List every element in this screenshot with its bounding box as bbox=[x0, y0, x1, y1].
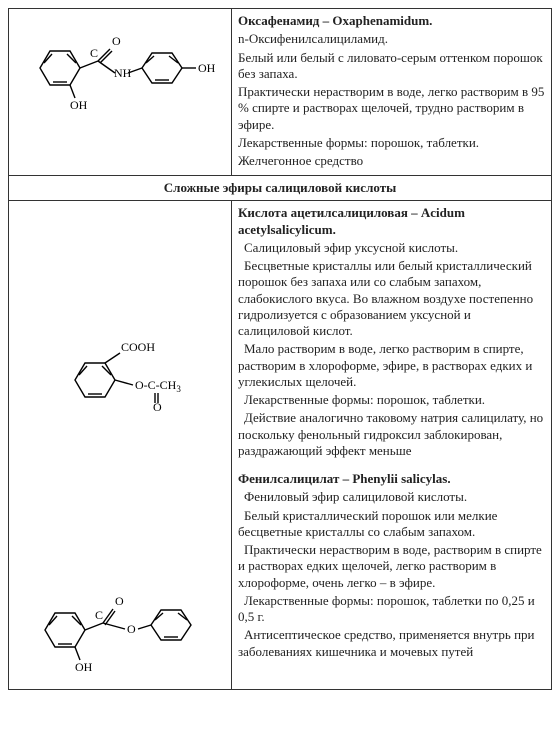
structure-oxaphenamid: O C NH OH OH bbox=[20, 13, 220, 123]
desc-cell-1: Оксафенамид – Oxaphenamidum. n-Оксифенил… bbox=[232, 9, 552, 176]
line-2b-1: Белый кристаллический порошок или мелкие… bbox=[238, 508, 545, 541]
line-1-0: n-Оксифенилсалициламид. bbox=[238, 31, 545, 47]
line-2b-4: Антисептическое средство, применяется вн… bbox=[238, 627, 545, 660]
structure-cell-1: O C NH OH OH bbox=[9, 9, 232, 176]
label-o2: O bbox=[127, 622, 136, 636]
row-section-header: Сложные эфиры салициловой кислоты bbox=[9, 176, 552, 201]
line-2a-1: Бесцветные кристаллы или белый кристалли… bbox=[238, 258, 545, 339]
label-o: O bbox=[112, 34, 121, 48]
structure-cell-2: COOH O-C-CH3 O bbox=[9, 201, 232, 690]
label-c: C bbox=[90, 46, 98, 60]
line-1-3: Лекарственные формы: порошок, таблетки. bbox=[238, 135, 545, 151]
title-1: Оксафенамид – Oxaphenamidum. bbox=[238, 13, 545, 29]
line-2a-4: Действие аналогично таковому натрия сали… bbox=[238, 410, 545, 459]
desc-cell-2: Кислота ацетилсалициловая – Acidum acety… bbox=[232, 201, 552, 690]
title-2b: Фенилсалицилат – Phenylii salicylas. bbox=[238, 471, 545, 487]
line-2b-0: Фениловый эфир салициловой кислоты. bbox=[238, 489, 545, 505]
label-c3: C bbox=[95, 608, 103, 622]
structure-phenylsalicylate: OH C O O bbox=[25, 575, 215, 685]
label-nh: NH bbox=[114, 66, 132, 80]
pharma-table: O C NH OH OH Оксафенамид – Oxaphenamidum… bbox=[8, 8, 552, 690]
entry-phenylsalicylate: Фенилсалицилат – Phenylii salicylas. Фен… bbox=[238, 471, 545, 660]
title-2a: Кислота ацетилсалициловая – Acidum acety… bbox=[238, 205, 545, 238]
row-esters: COOH O-C-CH3 O bbox=[9, 201, 552, 690]
label-oh2: OH bbox=[198, 61, 216, 75]
label-oh3: OH bbox=[75, 660, 93, 674]
entry-oxaphenamid: Оксафенамид – Oxaphenamidum. n-Оксифенил… bbox=[238, 13, 545, 169]
label-cooh: COOH bbox=[121, 340, 155, 354]
line-2a-0: Салициловый эфир уксусной кислоты. bbox=[238, 240, 545, 256]
line-2a-3: Лекарственные формы: порошок, таблетки. bbox=[238, 392, 545, 408]
label-oc: O-C-CH3 bbox=[135, 378, 181, 394]
structure-acetylsalicylic: COOH O-C-CH3 O bbox=[45, 325, 195, 445]
line-2a-2: Мало растворим в воде, легко растворим в… bbox=[238, 341, 545, 390]
line-1-1: Белый или белый с лиловато-серым оттенко… bbox=[238, 50, 545, 83]
section-header: Сложные эфиры салициловой кислоты bbox=[9, 176, 552, 201]
entry-acetylsalicylic: Кислота ацетилсалициловая – Acidum acety… bbox=[238, 205, 545, 459]
row-oxaphenamid: O C NH OH OH Оксафенамид – Oxaphenamidum… bbox=[9, 9, 552, 176]
label-o1: O bbox=[115, 594, 124, 608]
label-oh1: OH bbox=[70, 98, 88, 112]
line-1-2: Практически нерастворим в воде, легко ра… bbox=[238, 84, 545, 133]
line-2b-2: Практически нерастворим в воде, раствори… bbox=[238, 542, 545, 591]
line-1-4: Желчегонное средство bbox=[238, 153, 545, 169]
line-2b-3: Лекарственные формы: порошок, таблетки п… bbox=[238, 593, 545, 626]
